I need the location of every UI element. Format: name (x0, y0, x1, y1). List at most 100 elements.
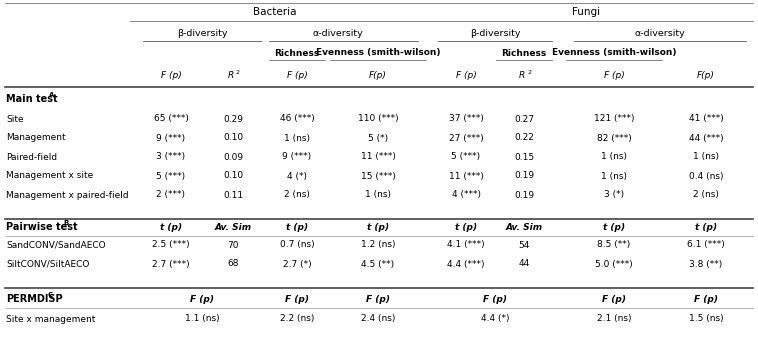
Text: Evenness (smith-wilson): Evenness (smith-wilson) (316, 48, 440, 57)
Text: 9 (***): 9 (***) (156, 134, 186, 143)
Text: Management: Management (6, 134, 66, 143)
Text: Main test: Main test (6, 94, 58, 104)
Text: F (p): F (p) (161, 72, 181, 80)
Text: 1 (ns): 1 (ns) (601, 152, 627, 162)
Text: t (p): t (p) (160, 222, 182, 232)
Text: F (p): F (p) (483, 294, 507, 304)
Text: Fungi: Fungi (572, 7, 600, 17)
Text: F (p): F (p) (287, 72, 308, 80)
Text: 0.22: 0.22 (514, 134, 534, 143)
Text: 11 (***): 11 (***) (449, 171, 484, 180)
Text: 27 (***): 27 (***) (449, 134, 484, 143)
Text: F (p): F (p) (603, 72, 625, 80)
Text: R: R (228, 72, 234, 80)
Text: F (p): F (p) (456, 72, 476, 80)
Text: 1 (ns): 1 (ns) (693, 152, 719, 162)
Text: 4.4 (*): 4.4 (*) (481, 314, 509, 323)
Text: Pairwise test: Pairwise test (6, 222, 77, 232)
Text: 1.1 (ns): 1.1 (ns) (185, 314, 219, 323)
Text: 0.29: 0.29 (223, 115, 243, 123)
Text: 2 (ns): 2 (ns) (693, 191, 719, 199)
Text: A: A (49, 92, 55, 98)
Text: 0.4 (ns): 0.4 (ns) (689, 171, 723, 180)
Text: F (p): F (p) (602, 294, 626, 304)
Text: 110 (***): 110 (***) (358, 115, 398, 123)
Text: 0.09: 0.09 (223, 152, 243, 162)
Text: 4 (***): 4 (***) (452, 191, 481, 199)
Text: 2.4 (ns): 2.4 (ns) (361, 314, 395, 323)
Text: α-diversity: α-diversity (312, 29, 363, 39)
Text: 0.15: 0.15 (514, 152, 534, 162)
Text: 0.19: 0.19 (514, 191, 534, 199)
Text: t (p): t (p) (455, 222, 477, 232)
Text: β-diversity: β-diversity (177, 29, 227, 39)
Text: 2.7 (*): 2.7 (*) (283, 260, 312, 268)
Text: Av. Sim: Av. Sim (215, 222, 252, 232)
Text: SandCONV/SandAECO: SandCONV/SandAECO (6, 241, 105, 249)
Text: C: C (48, 292, 53, 298)
Text: β-diversity: β-diversity (470, 29, 520, 39)
Text: Evenness (smith-wilson): Evenness (smith-wilson) (552, 48, 676, 57)
Text: 5 (*): 5 (*) (368, 134, 388, 143)
Text: F(p): F(p) (697, 72, 715, 80)
Text: 0.7 (ns): 0.7 (ns) (280, 241, 315, 249)
Text: F(p): F(p) (369, 72, 387, 80)
Text: 37 (***): 37 (***) (449, 115, 484, 123)
Text: 4.4 (***): 4.4 (***) (447, 260, 485, 268)
Text: 1.2 (ns): 1.2 (ns) (361, 241, 395, 249)
Text: 4.5 (**): 4.5 (**) (362, 260, 395, 268)
Text: t (p): t (p) (603, 222, 625, 232)
Text: Site: Site (6, 115, 23, 123)
Text: F (p): F (p) (285, 294, 309, 304)
Text: 121 (***): 121 (***) (594, 115, 634, 123)
Text: 1 (ns): 1 (ns) (284, 134, 310, 143)
Text: 41 (***): 41 (***) (688, 115, 723, 123)
Text: 2.1 (ns): 2.1 (ns) (597, 314, 631, 323)
Text: 3 (*): 3 (*) (604, 191, 624, 199)
Text: 2.7 (***): 2.7 (***) (152, 260, 190, 268)
Text: Richness: Richness (274, 48, 320, 57)
Text: 46 (***): 46 (***) (280, 115, 315, 123)
Text: 3.8 (**): 3.8 (**) (689, 260, 722, 268)
Text: Richness: Richness (501, 48, 547, 57)
Text: Management x paired-field: Management x paired-field (6, 191, 129, 199)
Text: 44 (***): 44 (***) (689, 134, 723, 143)
Text: t (p): t (p) (367, 222, 389, 232)
Text: t (p): t (p) (695, 222, 717, 232)
Text: 5 (***): 5 (***) (452, 152, 481, 162)
Text: 9 (***): 9 (***) (283, 152, 312, 162)
Text: 5 (***): 5 (***) (156, 171, 186, 180)
Text: 0.27: 0.27 (514, 115, 534, 123)
Text: 8.5 (**): 8.5 (**) (597, 241, 631, 249)
Text: 2 (ns): 2 (ns) (284, 191, 310, 199)
Text: F (p): F (p) (366, 294, 390, 304)
Text: 4.1 (***): 4.1 (***) (447, 241, 485, 249)
Text: 15 (***): 15 (***) (361, 171, 396, 180)
Text: Bacteria: Bacteria (252, 7, 296, 17)
Text: Management x site: Management x site (6, 171, 93, 180)
Text: 3 (***): 3 (***) (156, 152, 186, 162)
Text: R: R (519, 72, 525, 80)
Text: 82 (***): 82 (***) (597, 134, 631, 143)
Text: 1 (ns): 1 (ns) (601, 171, 627, 180)
Text: 0.19: 0.19 (514, 171, 534, 180)
Text: 4 (*): 4 (*) (287, 171, 307, 180)
Text: 44: 44 (518, 260, 530, 268)
Text: Paired-field: Paired-field (6, 152, 57, 162)
Text: 2 (***): 2 (***) (156, 191, 186, 199)
Text: F (p): F (p) (694, 294, 718, 304)
Text: 68: 68 (227, 260, 239, 268)
Text: SiltCONV/SiltAECO: SiltCONV/SiltAECO (6, 260, 89, 268)
Text: 5.0 (***): 5.0 (***) (595, 260, 633, 268)
Text: 0.11: 0.11 (223, 191, 243, 199)
Text: 0.10: 0.10 (223, 171, 243, 180)
Text: 2: 2 (236, 70, 240, 74)
Text: Site x management: Site x management (6, 314, 96, 323)
Text: Av. Sim: Av. Sim (506, 222, 543, 232)
Text: t (p): t (p) (286, 222, 308, 232)
Text: 2: 2 (527, 70, 531, 74)
Text: 0.10: 0.10 (223, 134, 243, 143)
Text: 54: 54 (518, 241, 530, 249)
Text: α-diversity: α-diversity (634, 29, 685, 39)
Text: 1.5 (ns): 1.5 (ns) (689, 314, 723, 323)
